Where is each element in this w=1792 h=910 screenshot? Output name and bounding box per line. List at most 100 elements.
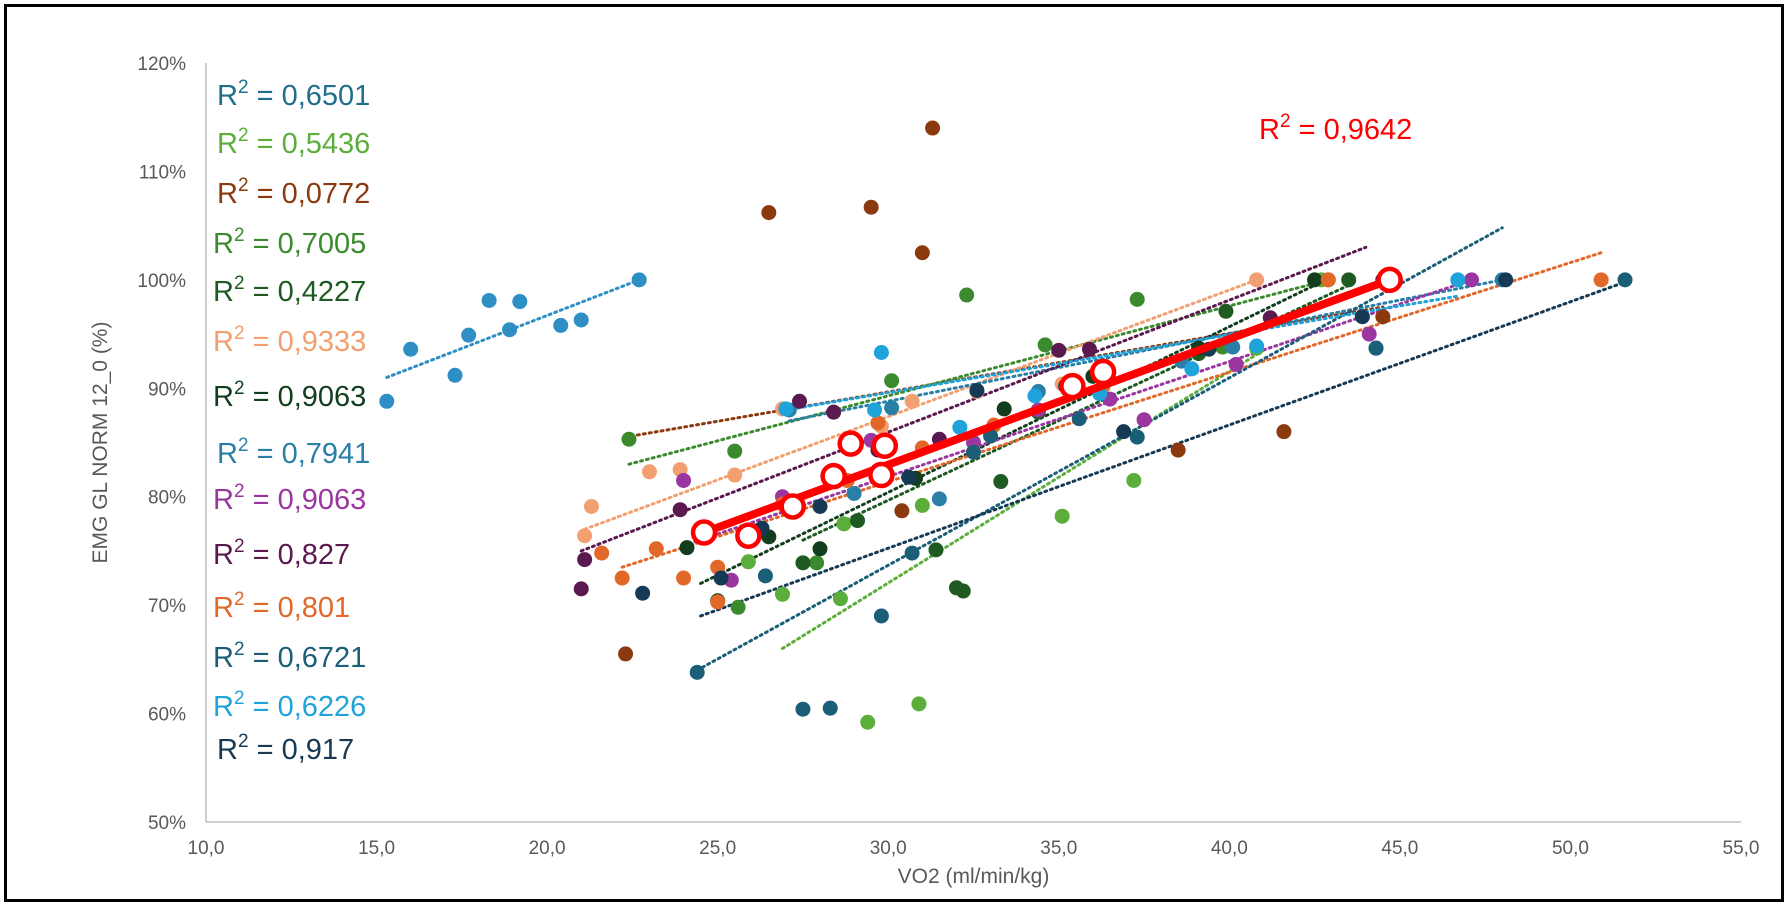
y-tick-label: 90% (148, 379, 186, 400)
series-6-point (641, 464, 657, 480)
series-8-point (1225, 339, 1241, 355)
r2-label: R2 = 0,7005 (213, 225, 366, 260)
y-tick-label: 100% (137, 271, 186, 292)
series-7-point (996, 401, 1012, 417)
series-9-point (1361, 326, 1377, 342)
r2-label: R2 = 0,9063 (213, 378, 366, 413)
trendline-4 (627, 278, 1330, 466)
y-tick-label: 70% (148, 596, 186, 617)
series-3-point (894, 503, 910, 519)
series-6-point (727, 467, 743, 483)
series-13-point (1184, 361, 1200, 377)
r2-label: R2 = 0,801 (213, 589, 350, 624)
series-2-point (1054, 508, 1070, 524)
series-13-point (873, 345, 889, 361)
series-2-point (836, 516, 852, 532)
series-3-point (761, 205, 777, 221)
r2-label: R2 = 0,6501 (217, 77, 370, 112)
trendline-7 (699, 283, 1317, 585)
series-9-point (676, 472, 692, 488)
y-tick-label: 120% (137, 54, 186, 75)
mean-series (690, 266, 1403, 549)
mean-point (1089, 358, 1117, 386)
series-4-point (809, 555, 825, 571)
trendlines (385, 226, 1627, 672)
series-14-point (1498, 272, 1514, 288)
x-tick-label: 45,0 (1381, 838, 1418, 859)
series-8-point (931, 491, 947, 507)
series-12-point (795, 701, 811, 717)
series-12-point (904, 545, 920, 561)
x-tick-label: 10,0 (188, 838, 225, 859)
series-11-point (648, 541, 664, 557)
series-5-point (928, 542, 944, 558)
series-5-point (993, 474, 1009, 490)
y-tick-label: 110% (139, 162, 186, 183)
series-6-point (577, 528, 593, 544)
series-9-point (1228, 356, 1244, 372)
mean-point (690, 519, 718, 546)
r2-label: R2 = 0,4227 (213, 273, 366, 308)
series-4-point (727, 443, 743, 459)
series-5-point (795, 555, 811, 571)
series-5-point (1218, 303, 1234, 319)
r2-label: R2 = 0,9063 (213, 481, 366, 516)
mean-point (868, 461, 895, 489)
series-1-point (379, 393, 395, 409)
r2-label: R2 = 0,917 (217, 731, 354, 766)
r2-label: R2 = 0,827 (213, 536, 350, 571)
trendline-11 (620, 251, 1603, 569)
series-14-point (969, 382, 985, 398)
series-11-point (1320, 272, 1336, 288)
series-2-point (774, 586, 790, 602)
series-10-point (573, 581, 589, 597)
series-2-point (860, 714, 876, 730)
series-14-point (635, 585, 651, 601)
series-4-point (959, 287, 975, 303)
series-1-point (573, 312, 589, 328)
series-3-point (863, 199, 879, 215)
series-12-point (757, 568, 773, 584)
trendline-10 (579, 245, 1368, 553)
series-11-point (676, 570, 692, 586)
trendline-13 (784, 294, 1460, 412)
series-1-point (461, 327, 477, 343)
series-10-point (577, 552, 593, 568)
series-12-point (689, 664, 705, 680)
series-9-point (1136, 412, 1152, 428)
series-2-point (911, 696, 927, 712)
r2-label: R2 = 0,5436 (217, 125, 370, 160)
r2-label: R2 = 0,9333 (213, 323, 366, 358)
x-tick-label: 30,0 (870, 838, 907, 859)
trendline-8 (787, 278, 1504, 423)
series-11-point (870, 415, 886, 431)
mean-point (779, 493, 806, 520)
series-7-point (679, 540, 695, 556)
series-12-point (1368, 340, 1384, 356)
series-12-point (1071, 411, 1087, 427)
series-4-point (1129, 291, 1145, 307)
trendline-6 (583, 278, 1259, 531)
x-tick-label: 55,0 (1723, 838, 1760, 859)
r2-label: R2 = 0,6226 (213, 688, 366, 723)
series-11-point (710, 594, 726, 610)
mean-point (820, 462, 847, 490)
series-13-point (1027, 388, 1043, 404)
mean-point (1059, 372, 1086, 400)
series-3-point (925, 120, 941, 136)
series-10-point (1051, 342, 1067, 358)
mean-point (1376, 266, 1403, 294)
series-1-point (631, 272, 647, 288)
axes: 10,0 15,0 20,0 25,0 30,0 35,0 40,0 45,0 50,0 55,0… (137, 54, 1759, 859)
series-1-point (403, 341, 419, 357)
series-14-point (901, 469, 917, 485)
series-2-point (1126, 472, 1142, 488)
series-6-point (904, 393, 920, 409)
series-10-point (826, 404, 842, 420)
series-14-point (812, 498, 828, 514)
x-tick-label: 20,0 (529, 838, 566, 859)
series-5-point (955, 583, 971, 599)
series-14-point (1354, 309, 1370, 325)
series-3-point (618, 646, 634, 662)
series-4-point (621, 431, 637, 447)
